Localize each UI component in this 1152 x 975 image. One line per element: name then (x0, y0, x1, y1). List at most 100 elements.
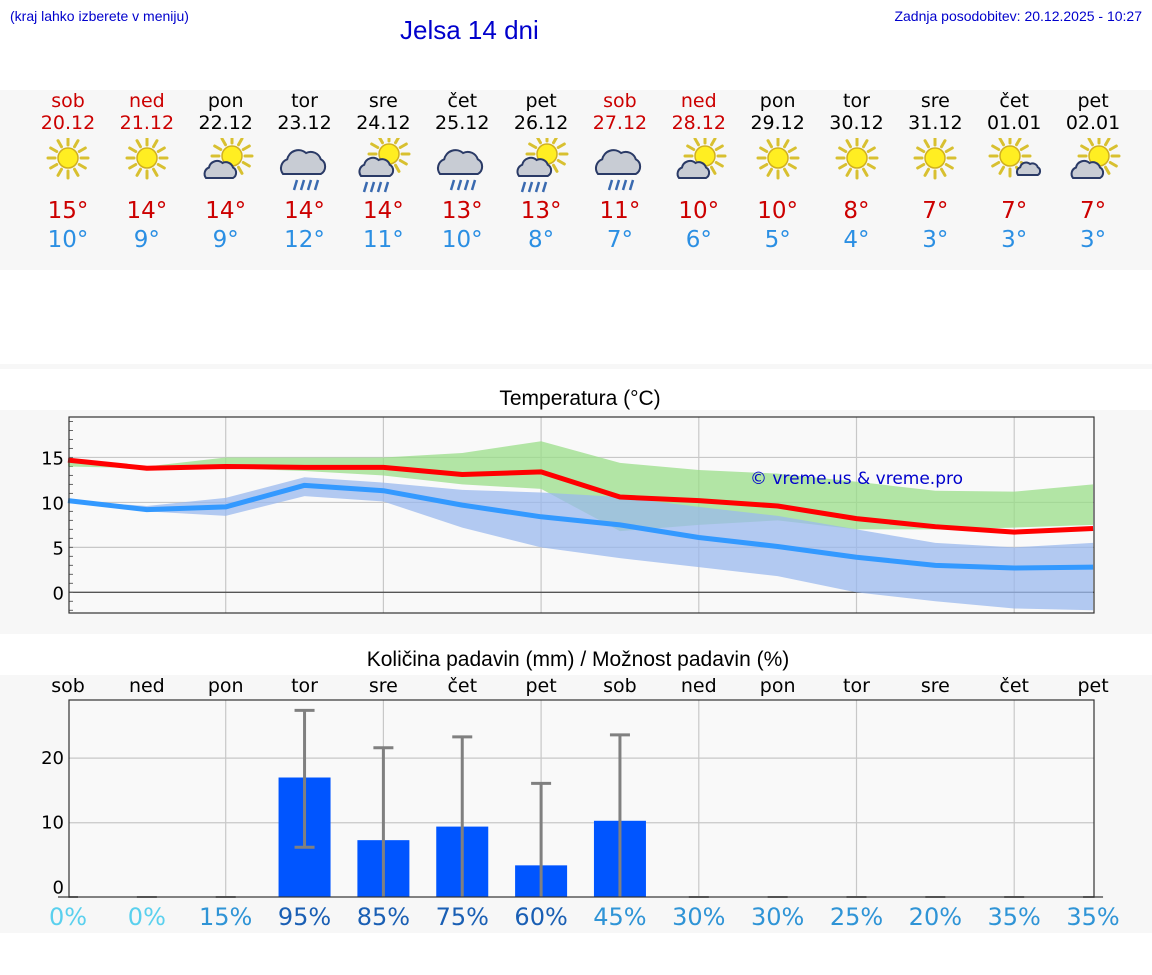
page-title: Jelsa 14 dni (400, 15, 539, 45)
temp-min: 9° (133, 227, 160, 253)
sun-icon (125, 138, 169, 180)
precip-probability: 85% (356, 903, 411, 931)
day-date: 24.12 (356, 112, 411, 134)
y-tick-label: 5 (53, 538, 64, 559)
temp-min: 12° (284, 227, 325, 253)
precip-day-name: čet (447, 675, 478, 697)
precip-day-name: pon (759, 675, 796, 697)
day-name: ned (128, 90, 165, 112)
temp-min: 5° (764, 227, 791, 253)
temp-max: 14° (205, 198, 247, 224)
sun-cloud-rain-icon (516, 138, 569, 193)
temp-max: 14° (284, 198, 325, 224)
separator (0, 364, 1152, 369)
precipitation-chart-title: Količina padavin (mm) / Možnost padavin … (366, 648, 790, 671)
sun-icon (913, 138, 957, 180)
precip-probability: 30% (750, 903, 805, 931)
day-name: tor (291, 90, 318, 112)
precip-probability: 95% (277, 903, 332, 931)
temp-min: 6° (685, 227, 712, 253)
day-date: 28.12 (671, 112, 726, 134)
day-date: 02.01 (1065, 112, 1121, 134)
day-date: 26.12 (513, 112, 569, 134)
day-name: ned (680, 90, 717, 112)
precip-probability: 20% (908, 903, 963, 931)
y-tick-label: 15 (41, 448, 64, 469)
series-max-line (67, 457, 1094, 535)
precipitation-chart: 0 10 20 (41, 699, 1104, 898)
temp-max: 10° (678, 198, 720, 224)
sun-small-cloud-icon (988, 138, 1042, 178)
plot-area (69, 700, 1094, 897)
day-date: 27.12 (592, 112, 648, 134)
precip-probability: 30% (672, 903, 726, 931)
last-updated: Zadnja posodobitev: 20.12.2025 - 10:27 (894, 8, 1142, 24)
day-name: pet (525, 90, 557, 112)
plot-frame (68, 699, 1095, 898)
temp-min: 7° (606, 227, 633, 253)
precip-day-name: tor (843, 675, 870, 697)
sun-cloud-rain-icon (358, 138, 411, 193)
cloud-rain-icon (279, 149, 326, 191)
temp-max: 14° (126, 198, 168, 224)
day-name: sre (920, 90, 950, 112)
day-date: 30.12 (829, 112, 884, 134)
day-name: čet (447, 90, 478, 112)
precip-day-name: tor (291, 675, 318, 697)
day-date: 23.12 (277, 112, 332, 134)
y-tick-label: 10 (41, 813, 64, 834)
precip-day-name: sre (920, 675, 950, 697)
temp-max: 15° (47, 198, 89, 224)
temp-max: 11° (599, 198, 641, 224)
temp-min: 3° (1079, 227, 1107, 253)
sun-cloud-icon (1070, 138, 1121, 179)
temp-min: 9° (212, 227, 239, 253)
temp-max: 10° (757, 198, 799, 224)
day-date: 22.12 (198, 112, 253, 134)
precip-probability: 35% (987, 903, 1041, 931)
temp-max: 7° (1001, 198, 1028, 224)
day-name: pon (207, 90, 244, 112)
day-name: sob (603, 90, 637, 112)
sun-cloud-icon (676, 138, 727, 179)
sun-icon (46, 138, 90, 180)
temp-max: 8° (843, 198, 870, 224)
precip-day-name: sre (368, 675, 398, 697)
temp-min: 11° (363, 227, 404, 253)
precip-day-name: sob (51, 675, 85, 697)
temp-max: 14° (363, 198, 404, 224)
temp-min: 3° (1001, 227, 1028, 253)
temp-min: 10° (47, 227, 89, 253)
day-name: sre (368, 90, 398, 112)
temp-min: 8° (528, 227, 555, 253)
y-tick-label: 0 (53, 583, 64, 604)
precip-day-name: pon (207, 675, 244, 697)
day-name: pon (759, 90, 796, 112)
precip-probability: 0% (127, 903, 166, 931)
y-tick-label: 10 (41, 493, 64, 514)
precip-day-name: ned (680, 675, 717, 697)
y-tick-label: 20 (41, 748, 64, 769)
day-date: 31.12 (908, 112, 963, 134)
temp-max: 7° (1079, 198, 1107, 224)
precip-probability: 75% (435, 903, 489, 931)
sun-icon (835, 138, 878, 180)
temp-max: 13° (520, 198, 562, 224)
location-note: (kraj lahko izberete v meniju) (10, 8, 189, 24)
cloud-rain-icon (437, 149, 484, 191)
day-date: 29.12 (750, 112, 805, 134)
watermark-text: © vreme.us & vreme.pro (750, 469, 963, 489)
day-date: 21.12 (119, 112, 175, 134)
precip-probability: 35% (1066, 903, 1120, 931)
temp-min: 3° (922, 227, 949, 253)
sun-cloud-icon (203, 138, 254, 179)
precip-probability: 0% (48, 903, 88, 931)
cloud-rain-icon (595, 149, 642, 191)
day-date: 01.01 (986, 112, 1042, 134)
precip-day-name: pet (1077, 675, 1109, 697)
precip-probability: 60% (514, 903, 568, 931)
day-date: 25.12 (435, 112, 490, 134)
day-date: 20.12 (40, 112, 96, 134)
day-name: čet (999, 90, 1029, 112)
day-name: pet (1077, 90, 1109, 112)
